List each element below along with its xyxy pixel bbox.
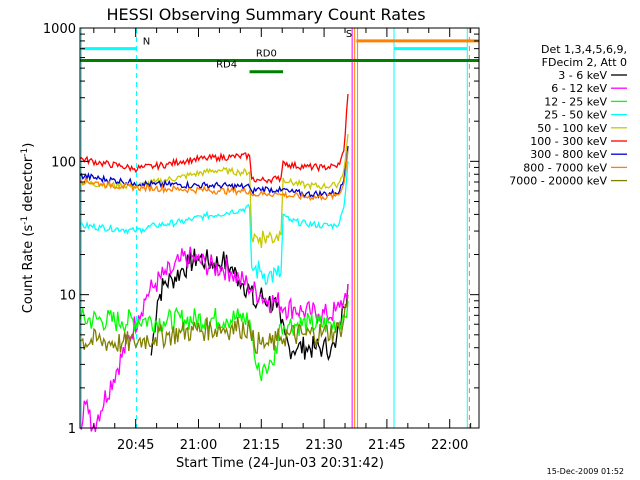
- footer-timestamp: 15-Dec-2009 01:52: [547, 467, 624, 476]
- series-line-3: [79, 161, 349, 286]
- series-line-7: [79, 150, 349, 202]
- legend-label-4: 50 - 100 keV: [537, 122, 607, 135]
- series-line-5: [79, 93, 349, 185]
- y-axis-label-main: Count Rate (s: [21, 225, 36, 314]
- x-tick-label-2: 21:15: [243, 438, 280, 453]
- chart-title: HESSI Observing Summary Count Rates: [106, 5, 425, 24]
- y-axis-label-mid: detector: [21, 156, 36, 216]
- legend-label-7: 800 - 7000 keV: [523, 161, 607, 174]
- y-tick-label-3: 1000: [43, 22, 76, 37]
- axes: 1 10 100 1000 20:45 21:00 21:15 21:30 21:45 22:00: [43, 22, 479, 453]
- legend-label-2: 12 - 25 keV: [544, 95, 607, 108]
- y-axis-label: Count Rate (s-1 detector-1): [20, 143, 36, 314]
- flag-label-1: RD0: [256, 49, 277, 60]
- legend-label-5: 100 - 300 keV: [530, 135, 607, 148]
- x-axis-label: Start Time (24-Jun-03 20:31:42): [176, 456, 384, 471]
- y-axis-label-sup1: -1: [20, 216, 30, 225]
- x-tick-label-3: 21:30: [305, 438, 342, 453]
- legend: Det 1,3,4,5,6,9, FDecim 2, Att 0 3 - 6 k…: [509, 43, 627, 188]
- flag-label-3: S: [346, 29, 352, 40]
- plot-area: N RD0 RD4 S: [79, 28, 479, 433]
- series-line-1: [79, 246, 349, 433]
- legend-label-3: 25 - 50 keV: [544, 109, 607, 122]
- flag-label-0: N: [143, 37, 150, 48]
- x-tick-label-0: 20:45: [117, 438, 154, 453]
- legend-label-6: 300 - 800 keV: [530, 148, 607, 161]
- x-tick-label-1: 21:00: [180, 438, 217, 453]
- y-tick-label-2: 100: [51, 155, 76, 170]
- plot-frame: [79, 27, 480, 429]
- x-tick-label-4: 21:45: [368, 438, 405, 453]
- series-line-0: [150, 248, 349, 362]
- y-axis-label-end: ): [21, 143, 36, 148]
- series-line-2: [79, 300, 349, 382]
- y-tick-label-0: 1: [68, 422, 76, 437]
- legend-header-line-1: Det 1,3,4,5,6,9,: [541, 43, 627, 56]
- flag-label-2: RD4: [216, 60, 237, 71]
- legend-label-0: 3 - 6 keV: [558, 69, 607, 82]
- legend-label-8: 7000 - 20000 keV: [509, 175, 607, 188]
- x-tick-label-5: 22:00: [431, 438, 468, 453]
- y-tick-label-1: 10: [59, 289, 76, 304]
- series-line-4: [79, 134, 349, 249]
- legend-label-1: 6 - 12 keV: [551, 82, 607, 95]
- y-axis-label-sup2: -1: [20, 148, 30, 157]
- legend-header-line-2: FDecim 2, Att 0: [542, 56, 627, 69]
- series-line-8: [79, 294, 349, 354]
